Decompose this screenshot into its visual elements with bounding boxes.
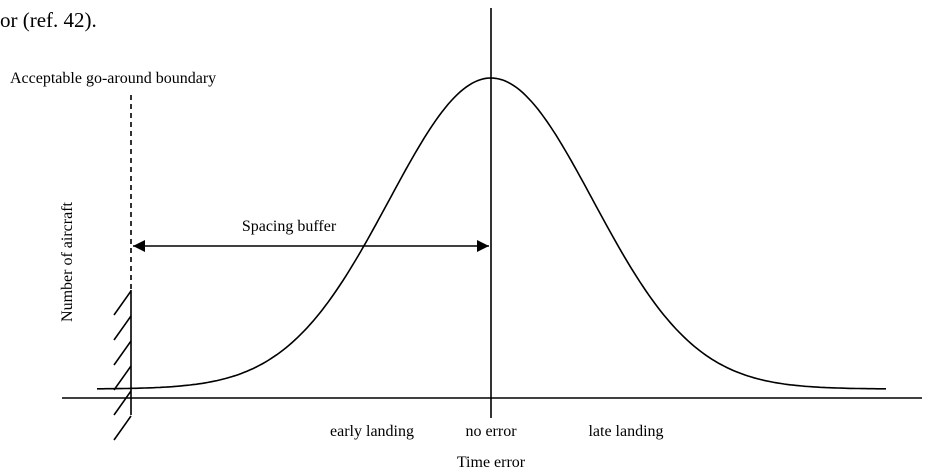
hatch-line [113, 415, 132, 441]
hatch-line [113, 315, 132, 341]
no-error-label: no error [465, 423, 517, 440]
x-axis-label: Time error [457, 454, 526, 471]
y-axis-label: Number of aircraft [59, 201, 76, 321]
hatch-line [113, 365, 132, 391]
hatching [113, 290, 132, 441]
header-text: or (ref. 42). [0, 8, 97, 32]
hatch-line [113, 340, 132, 366]
buffer-label: Spacing buffer [242, 218, 337, 235]
late-label: late landing [588, 423, 663, 440]
boundary-label: Acceptable go-around boundary [10, 70, 216, 87]
hatch-line [113, 390, 132, 416]
hatch-line [113, 290, 132, 316]
distribution-curve [97, 77, 886, 390]
early-label: early landing [330, 423, 414, 440]
